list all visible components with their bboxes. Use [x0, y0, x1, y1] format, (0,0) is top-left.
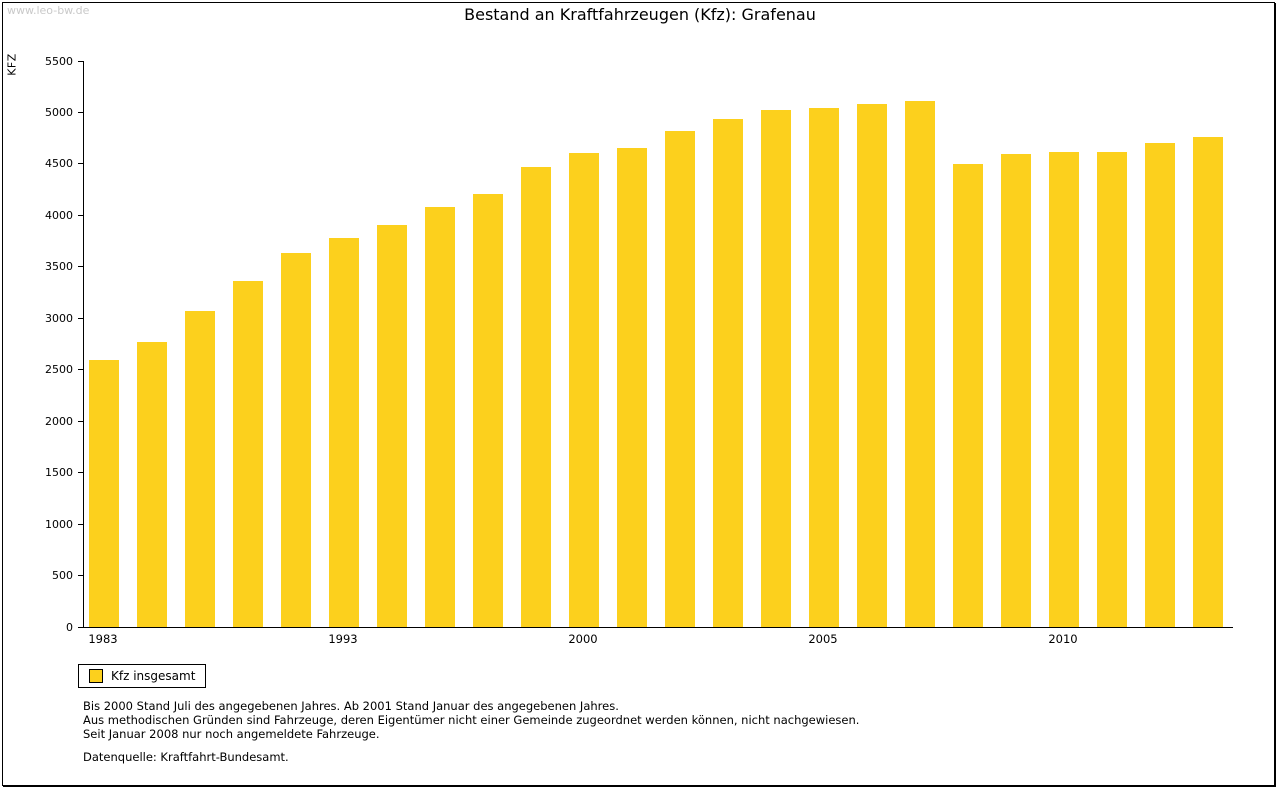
y-tick-label: 4500: [45, 157, 73, 171]
bar: [425, 207, 455, 627]
y-tick-label: 5000: [45, 105, 73, 119]
footnote-line: Seit Januar 2008 nur noch angemeldete Fa…: [83, 727, 380, 741]
bar: [809, 108, 839, 627]
bar: [89, 360, 119, 627]
bar: [1097, 151, 1127, 627]
y-tick-label: 3000: [45, 311, 73, 325]
bar: [665, 130, 695, 627]
bar: [1001, 153, 1031, 627]
bar: [329, 238, 359, 627]
bar: [1049, 152, 1079, 627]
y-tick-mark: [78, 111, 83, 113]
x-axis: 1983 1993 2000 2005 2010: [83, 628, 1232, 646]
bar: [233, 281, 263, 627]
y-tick-label: 500: [52, 569, 73, 583]
x-tick-label: 2010: [1048, 632, 1078, 646]
y-tick-mark: [78, 472, 83, 474]
y-tick-mark: [78, 60, 83, 62]
chart-title: Bestand an Kraftfahrzeugen (Kfz): Grafen…: [464, 5, 816, 24]
bar: [761, 110, 791, 627]
y-tick-label: 1000: [45, 517, 73, 531]
y-tick-mark: [78, 317, 83, 319]
y-tick-mark: [78, 214, 83, 216]
bar: [137, 341, 167, 627]
y-tick-mark: [78, 266, 83, 268]
bar: [185, 311, 215, 627]
bar: [617, 148, 647, 627]
y-tick-label: 2000: [45, 414, 73, 428]
x-tick-label: 1993: [328, 632, 358, 646]
bar: [713, 118, 743, 627]
y-tick-label: 5500: [45, 54, 73, 68]
y-axis: 0 500 1000 1500 2000 2500 3000 3500 4000 4500 5000…: [0, 55, 83, 634]
bar: [1145, 143, 1175, 627]
footnote-line: Aus methodischen Gründen sind Fahrzeuge,…: [83, 713, 860, 727]
bar: [953, 163, 983, 627]
legend-swatch-icon: [89, 669, 103, 683]
y-tick-mark: [78, 523, 83, 525]
y-tick-label: 4000: [45, 208, 73, 222]
bar: [377, 224, 407, 627]
y-tick-label: 3500: [45, 260, 73, 274]
y-tick-mark: [78, 420, 83, 422]
x-tick-label: 2005: [808, 632, 838, 646]
footnote-line: Bis 2000 Stand Juli des angegebenen Jahr…: [83, 699, 619, 713]
bar: [281, 253, 311, 627]
bar: [905, 101, 935, 627]
x-tick-label: 2000: [568, 632, 598, 646]
plot-area: [83, 61, 1233, 628]
y-tick-mark: [78, 163, 83, 165]
y-tick-mark: [78, 369, 83, 371]
data-source: Datenquelle: Kraftfahrt-Bundesamt.: [83, 750, 289, 764]
y-tick-label: 2500: [45, 363, 73, 377]
legend-label: Kfz insgesamt: [111, 669, 196, 683]
bar: [857, 104, 887, 627]
bar: [521, 167, 551, 627]
bar: [473, 193, 503, 627]
footnotes: Bis 2000 Stand Juli des angegebenen Jahr…: [83, 699, 859, 764]
y-tick-label: 1500: [45, 466, 73, 480]
y-tick-label: 0: [66, 620, 73, 634]
x-tick-label: 1983: [88, 632, 118, 646]
y-tick-mark: [78, 626, 83, 628]
bar: [1193, 137, 1223, 627]
watermark: www.leo-bw.de: [7, 4, 90, 17]
legend: Kfz insgesamt: [78, 664, 207, 688]
bar: [569, 152, 599, 627]
y-tick-mark: [78, 575, 83, 577]
